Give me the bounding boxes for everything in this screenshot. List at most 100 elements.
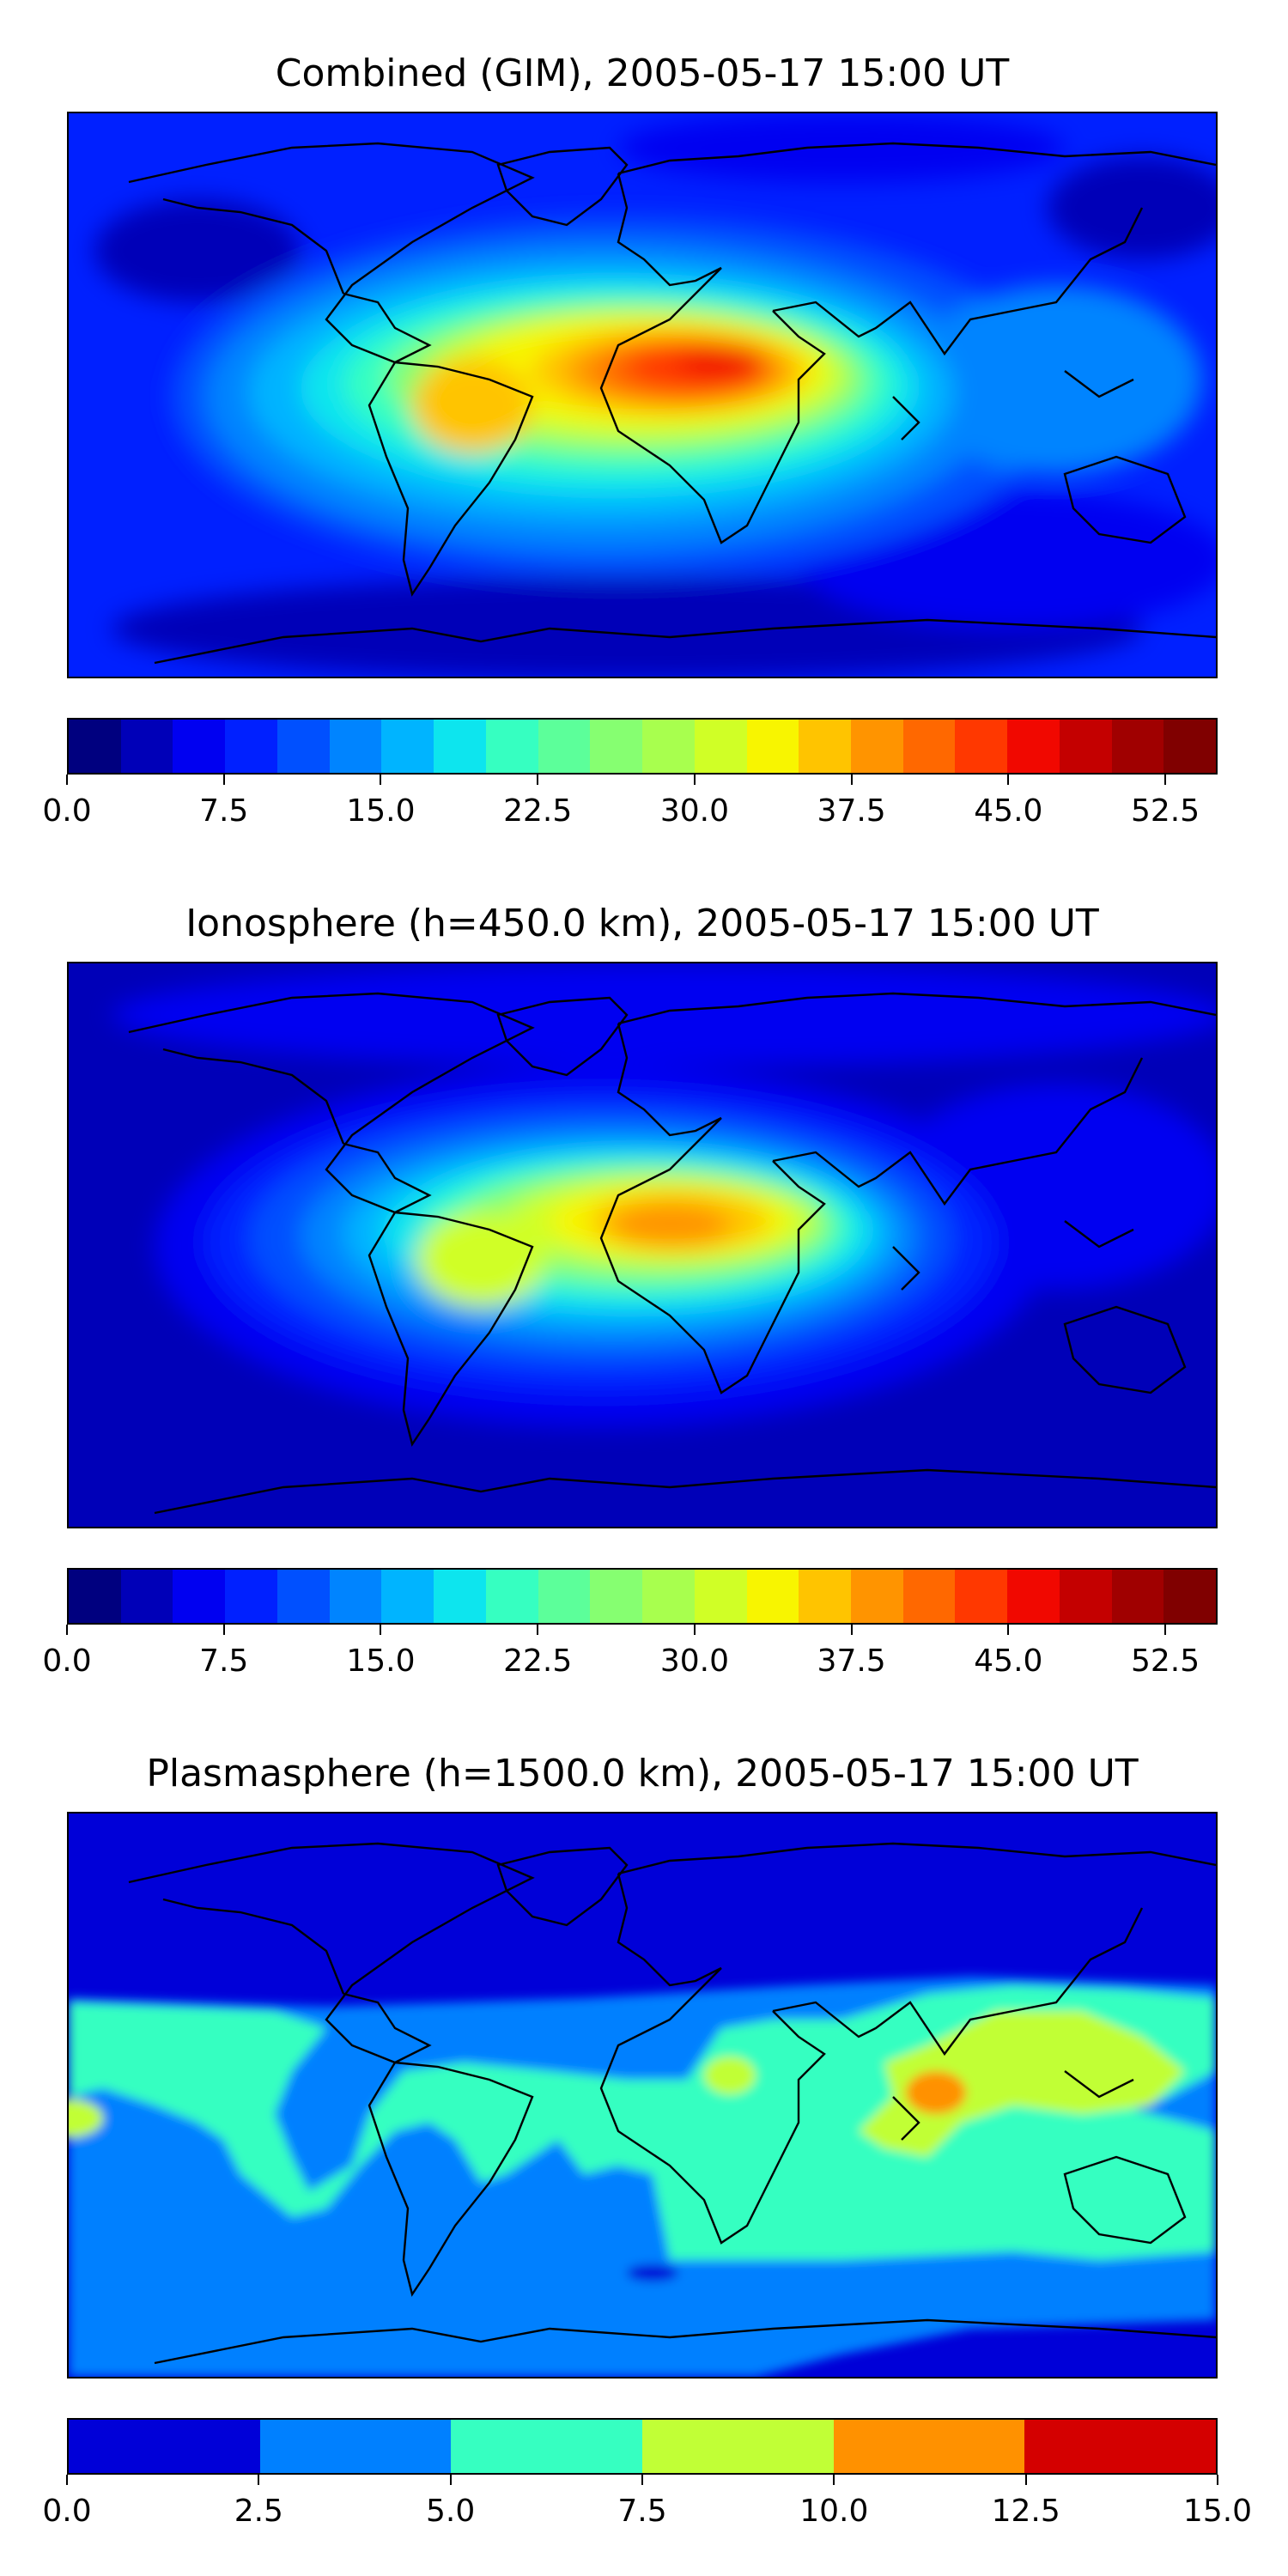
tec-map <box>67 112 1218 678</box>
colorbar-segment <box>1163 720 1216 773</box>
colorbar-segment <box>120 1570 173 1623</box>
colorbar-tick-label: 15.0 <box>346 793 416 829</box>
colorbar-tick-label: 30.0 <box>659 793 729 829</box>
colorbar-tick-label: 37.5 <box>817 793 886 829</box>
colorbar-segment <box>1163 1570 1216 1623</box>
map-svg <box>69 1814 1216 2377</box>
colorbar-segment <box>1007 720 1060 773</box>
colorbar-tick <box>1007 1625 1010 1635</box>
panel-combined-gim: Combined (GIM), 2005-05-17 15:00 UT <box>0 0 1288 859</box>
colorbar-tick <box>833 2475 835 2485</box>
colorbar-segment <box>451 2420 643 2473</box>
colorbar-segment <box>329 720 382 773</box>
colorbar-segment <box>538 720 591 773</box>
colorbar-segment <box>1111 720 1164 773</box>
colorbar-tick <box>693 1625 696 1635</box>
colorbar-segment <box>642 2420 834 2473</box>
colorbar-segment <box>173 1570 226 1623</box>
coastlines <box>128 1842 1216 2365</box>
colorbar-tick <box>850 1625 853 1635</box>
colorbar-segment <box>833 2420 1025 2473</box>
colorbar-tick-label: 22.5 <box>503 793 573 829</box>
colorbar-tick-label: 30.0 <box>659 1643 729 1679</box>
colorbar-ticks: 0.0 7.5 15.0 22.5 30.0 37.5 45.0 52.5 <box>42 1625 1218 1679</box>
colorbar-segment <box>381 1570 434 1623</box>
colorbar-tick-label: 15.0 <box>346 1643 416 1679</box>
colorbar-segment <box>799 1570 852 1623</box>
colorbar-tick <box>1164 1625 1167 1635</box>
map-title: Plasmasphere (h=1500.0 km), 2005-05-17 1… <box>146 1752 1139 1795</box>
colorbar-segment <box>1111 1570 1164 1623</box>
colorbar-segment <box>538 1570 591 1623</box>
colorbar-tick <box>1164 775 1167 785</box>
colorbar-tick-label: 0.0 <box>42 2494 92 2529</box>
colorbar-tick-label: 45.0 <box>974 793 1043 829</box>
colorbar-segment <box>1059 1570 1112 1623</box>
colorbar-segment <box>851 720 903 773</box>
colorbar-segment <box>955 1570 1008 1623</box>
colorbar-tick <box>66 775 68 785</box>
colorbar-tick-label: 0.0 <box>42 1643 92 1679</box>
colorbar-segment <box>1007 1570 1060 1623</box>
colorbar-segment <box>485 720 538 773</box>
colorbar-segment <box>173 720 226 773</box>
colorbar-tick <box>641 2475 643 2485</box>
colorbar-segment <box>590 720 643 773</box>
colorbar-segment <box>799 720 852 773</box>
colorbar-segment <box>694 720 747 773</box>
colorbar-tick <box>1217 2475 1218 2485</box>
colorbar-tick <box>1024 2475 1027 2485</box>
colorbar-tick-label: 7.5 <box>199 793 249 829</box>
colorbar-segment <box>329 1570 382 1623</box>
colorbar-tick-label: 45.0 <box>974 1643 1043 1679</box>
colorbar-segment <box>1024 2420 1216 2473</box>
colorbar-segment <box>746 1570 799 1623</box>
colorbar-tick-label: 7.5 <box>199 1643 249 1679</box>
colorbar-segment <box>1059 720 1112 773</box>
colorbar-tick <box>537 1625 539 1635</box>
colorbar-tick <box>222 775 225 785</box>
tec-map <box>67 962 1218 1528</box>
colorbar-segment <box>746 720 799 773</box>
colorbar-segment <box>276 720 330 773</box>
colorbar-segment <box>381 720 434 773</box>
colorbar-segment <box>642 720 695 773</box>
colorbar-tick <box>537 775 539 785</box>
map-svg <box>69 963 1216 1527</box>
colorbar-tick <box>693 775 696 785</box>
colorbar-tick <box>380 775 382 785</box>
colorbar-ticks: 0.0 2.5 5.0 7.5 10.0 12.5 15.0 <box>42 2475 1252 2529</box>
colorbar-tick-label: 52.5 <box>1131 1643 1200 1679</box>
colorbar-segment <box>69 1570 121 1623</box>
colorbar <box>67 1568 1218 1625</box>
panel-plasmasphere: Plasmasphere (h=1500.0 km), 2005-05-17 1… <box>0 1700 1288 2559</box>
colorbar-tick-label: 12.5 <box>991 2494 1060 2529</box>
colorbar-tick-label: 5.0 <box>426 2494 476 2529</box>
coastlines <box>128 992 1216 1515</box>
colorbar-segment <box>259 2420 452 2473</box>
colorbar-segment <box>225 1570 277 1623</box>
colorbar-tick <box>1007 775 1010 785</box>
map-title: Combined (GIM), 2005-05-17 15:00 UT <box>275 52 1010 95</box>
colorbar-tick-label: 0.0 <box>42 793 92 829</box>
colorbar-ticks: 0.0 7.5 15.0 22.5 30.0 37.5 45.0 52.5 <box>42 775 1218 829</box>
colorbar-tick-label: 15.0 <box>1182 2494 1253 2529</box>
map-title: Ionosphere (h=450.0 km), 2005-05-17 15:0… <box>185 902 1099 945</box>
panel-ionosphere: Ionosphere (h=450.0 km), 2005-05-17 15:0… <box>0 850 1288 1709</box>
colorbar-tick-label: 10.0 <box>799 2494 869 2529</box>
colorbar-tick <box>66 1625 68 1635</box>
colorbar-tick <box>66 2475 68 2485</box>
colorbar-segment <box>902 720 956 773</box>
colorbar-tick-label: 22.5 <box>503 1643 573 1679</box>
colorbar-tick <box>222 1625 225 1635</box>
colorbar-tick <box>850 775 853 785</box>
colorbar-tick-label: 7.5 <box>617 2494 667 2529</box>
colorbar-segment <box>485 1570 538 1623</box>
colorbar-tick <box>380 1625 382 1635</box>
colorbar-tick-label: 37.5 <box>817 1643 886 1679</box>
colorbar-segment <box>642 1570 695 1623</box>
colorbar-segment <box>434 1570 486 1623</box>
coastlines <box>128 142 1216 665</box>
colorbar-tick <box>449 2475 452 2485</box>
colorbar-segment <box>955 720 1008 773</box>
